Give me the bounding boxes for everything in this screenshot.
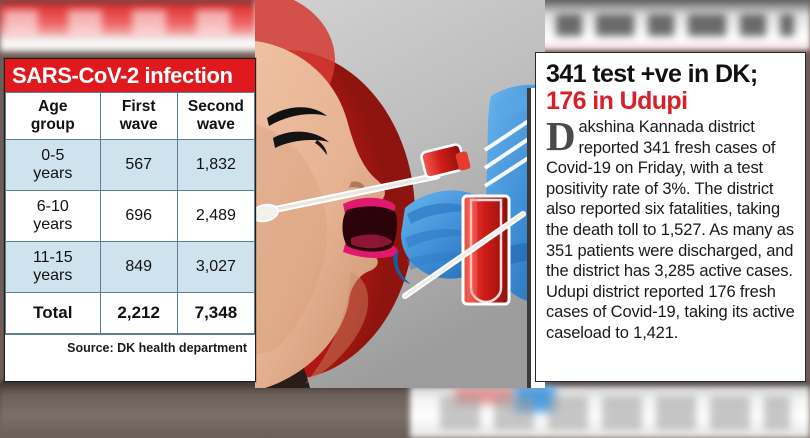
age-group-stats-table: Age group First wave Second wave 0-5 yea… [5, 92, 256, 334]
column-header-second-wave: Second wave [176, 92, 256, 140]
table-row: 11-15 years 849 3,027 [5, 241, 256, 293]
table-total-row: Total 2,212 7,348 [5, 292, 256, 334]
table-row: 6-10 years 696 2,489 [5, 190, 256, 242]
swab-stick [255, 172, 441, 223]
article-dropcap: D [546, 113, 576, 159]
cell-second-wave: 1,832 [176, 139, 256, 191]
headline-line-2: 176 in Udupi [546, 87, 688, 115]
table-row: 0-5 years 567 1,832 [5, 139, 256, 191]
cell-age-group: 6-10 years [5, 190, 101, 242]
cell-first-wave: 849 [99, 241, 178, 293]
swab-test-illustration [255, 0, 545, 388]
article-headline: 341 test +ve in DK; 176 in Udupi [546, 61, 797, 115]
cell-first-wave: 696 [99, 190, 178, 242]
cell-second-wave: 2,489 [176, 190, 256, 242]
infographic-source: Source: DK health department [5, 334, 255, 360]
infographic-title: SARS-CoV-2 infection [5, 59, 255, 92]
cell-total-first-wave: 2,212 [99, 292, 178, 334]
article-body-text: akshina Kannada district reported 341 fr… [546, 118, 795, 342]
swab-test-illustration-svg [255, 0, 545, 388]
blurred-top-right-text [556, 14, 794, 36]
sars-cov2-infographic: SARS-CoV-2 infection Age group First wav… [4, 58, 256, 382]
column-header-age-group: Age group [5, 92, 101, 140]
headline-line-1: 341 test +ve in DK; [546, 60, 758, 88]
cell-first-wave: 567 [99, 139, 178, 191]
table-header-row: Age group First wave Second wave [5, 92, 256, 140]
column-header-first-wave: First wave [99, 92, 178, 140]
cell-total-second-wave: 7,348 [176, 292, 256, 334]
cell-age-group: 0-5 years [5, 139, 101, 191]
blurred-top-left-text [4, 10, 254, 36]
blurred-bottom-text [440, 396, 790, 430]
cell-total-label: Total [5, 292, 101, 334]
cell-age-group: 11-15 years [5, 241, 101, 293]
cell-second-wave: 3,027 [176, 241, 256, 293]
